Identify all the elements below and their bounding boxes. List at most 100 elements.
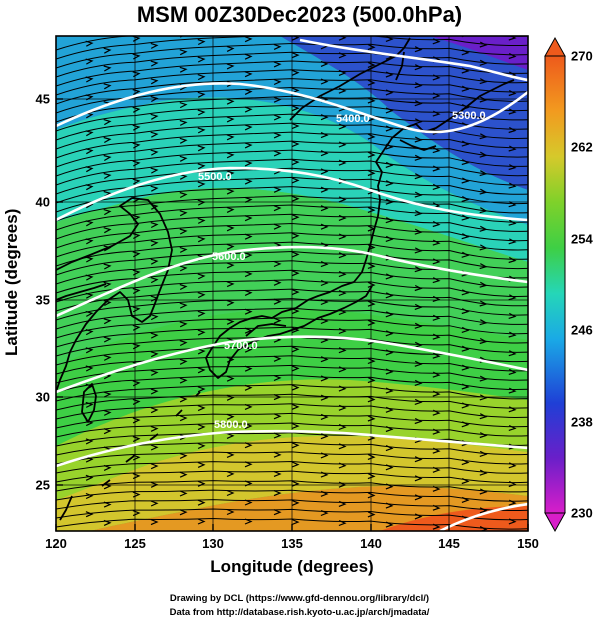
streamline-arrow xyxy=(291,480,300,487)
streamline-arrow xyxy=(461,233,470,240)
streamline-arrow xyxy=(461,364,470,371)
streamline-arrow xyxy=(226,152,235,159)
streamline-arrow xyxy=(150,425,159,432)
streamline-arrow xyxy=(85,220,94,227)
streamline-arrow xyxy=(244,423,253,430)
streamline-arrow xyxy=(150,481,159,488)
streamline-arrow xyxy=(385,36,394,42)
streamline-arrow xyxy=(479,507,488,514)
streamline-arrow xyxy=(291,123,300,130)
streamline-arrow xyxy=(432,277,441,284)
streamline-arrow xyxy=(320,298,329,306)
streamline-arrow xyxy=(244,308,253,315)
streamline-arrow xyxy=(273,96,282,103)
streamline-arrow xyxy=(197,461,206,468)
streamline-arrow xyxy=(368,27,374,32)
streamline-arrow xyxy=(150,149,159,156)
streamline-arrow xyxy=(226,134,235,141)
streamline-arrow xyxy=(197,424,206,431)
streamline-arrow xyxy=(132,196,141,203)
streamline xyxy=(56,186,528,213)
streamline-arrow xyxy=(179,119,188,126)
streamline-arrow xyxy=(414,513,423,520)
streamline-arrow xyxy=(432,183,441,190)
map-title: MSM 00Z30Dec2023 (500.0hPa) xyxy=(136,2,463,27)
streamline-arrow xyxy=(291,159,300,166)
streamline-arrow xyxy=(479,78,488,85)
streamline xyxy=(56,149,528,177)
streamline-arrow xyxy=(385,71,394,78)
streamline-arrow xyxy=(179,137,188,144)
colorbar-min-arrow xyxy=(544,512,566,533)
streamline-arrow xyxy=(197,329,206,336)
streamline-arrow xyxy=(197,273,206,280)
streamline-arrow xyxy=(338,87,347,94)
streamline-arrow xyxy=(227,29,233,34)
streamline-arrow xyxy=(226,299,235,306)
streamline-arrow xyxy=(414,247,423,254)
streamline-arrow xyxy=(85,438,94,445)
streamline-arrow xyxy=(320,223,329,230)
streamline-arrow xyxy=(273,413,282,420)
y-tick-label: 25 xyxy=(35,477,50,493)
streamline-arrow xyxy=(461,195,470,203)
streamline-arrow xyxy=(179,191,188,199)
streamline-arrow xyxy=(226,262,235,269)
streamline-arrow xyxy=(432,352,441,359)
streamline-arrow xyxy=(367,357,376,365)
streamline-arrow xyxy=(385,125,394,132)
streamline-arrow xyxy=(367,415,376,422)
contour-5300 xyxy=(299,38,528,82)
streamline-arrow xyxy=(103,172,112,180)
streamline-arrow xyxy=(508,294,517,301)
streamline-arrow xyxy=(338,404,347,411)
streamline-arrow xyxy=(85,492,94,500)
streamline-arrow xyxy=(338,141,347,148)
colorbar-tick-label: 270 xyxy=(571,48,593,64)
streamline-arrow xyxy=(132,510,141,517)
streamline xyxy=(56,364,528,384)
streamline-arrow xyxy=(367,225,376,232)
streamline-arrow xyxy=(385,273,394,280)
streamline-arrow xyxy=(461,177,470,184)
streamline-arrow xyxy=(197,199,206,206)
streamline-arrow xyxy=(385,161,394,168)
streamline-arrow xyxy=(291,214,300,221)
streamline-arrow xyxy=(320,413,329,420)
streamline-arrow xyxy=(103,119,112,126)
streamline-arrow xyxy=(415,29,421,34)
streamline-arrow xyxy=(320,261,329,268)
streamline-arrow xyxy=(508,424,517,431)
streamline-arrow xyxy=(508,368,517,375)
x-tick-label: 150 xyxy=(517,536,539,551)
streamline-arrow xyxy=(85,511,94,518)
streamline-arrow xyxy=(291,69,300,76)
streamline xyxy=(56,36,528,60)
x-tick-label: 130 xyxy=(202,536,224,551)
streamline-arrow xyxy=(385,330,394,337)
streamline-arrow xyxy=(179,396,188,403)
streamline-arrow xyxy=(367,61,376,68)
streamline-arrow xyxy=(414,360,423,367)
streamline-arrow xyxy=(461,459,470,466)
streamline-arrow xyxy=(132,160,141,167)
streamline xyxy=(56,241,528,267)
streamline-arrow xyxy=(273,43,282,50)
streamline-arrow xyxy=(226,116,235,123)
streamline-arrow xyxy=(179,471,188,478)
streamline xyxy=(56,480,528,493)
streamline-arrow xyxy=(273,186,282,193)
streamline-arrow xyxy=(338,308,347,316)
streamline-arrow xyxy=(273,355,282,362)
streamline-arrow xyxy=(150,167,159,174)
streamline-arrow xyxy=(197,91,206,98)
streamline-arrow xyxy=(197,310,206,317)
streamline-arrow xyxy=(291,403,300,410)
streamline-arrow xyxy=(226,45,235,52)
streamline-arrow xyxy=(85,130,94,137)
streamline-arrow xyxy=(461,103,470,111)
streamline-arrow xyxy=(197,386,206,393)
streamline-arrow xyxy=(385,143,394,150)
streamline-arrow xyxy=(273,432,282,439)
streamline-arrow xyxy=(461,49,470,56)
